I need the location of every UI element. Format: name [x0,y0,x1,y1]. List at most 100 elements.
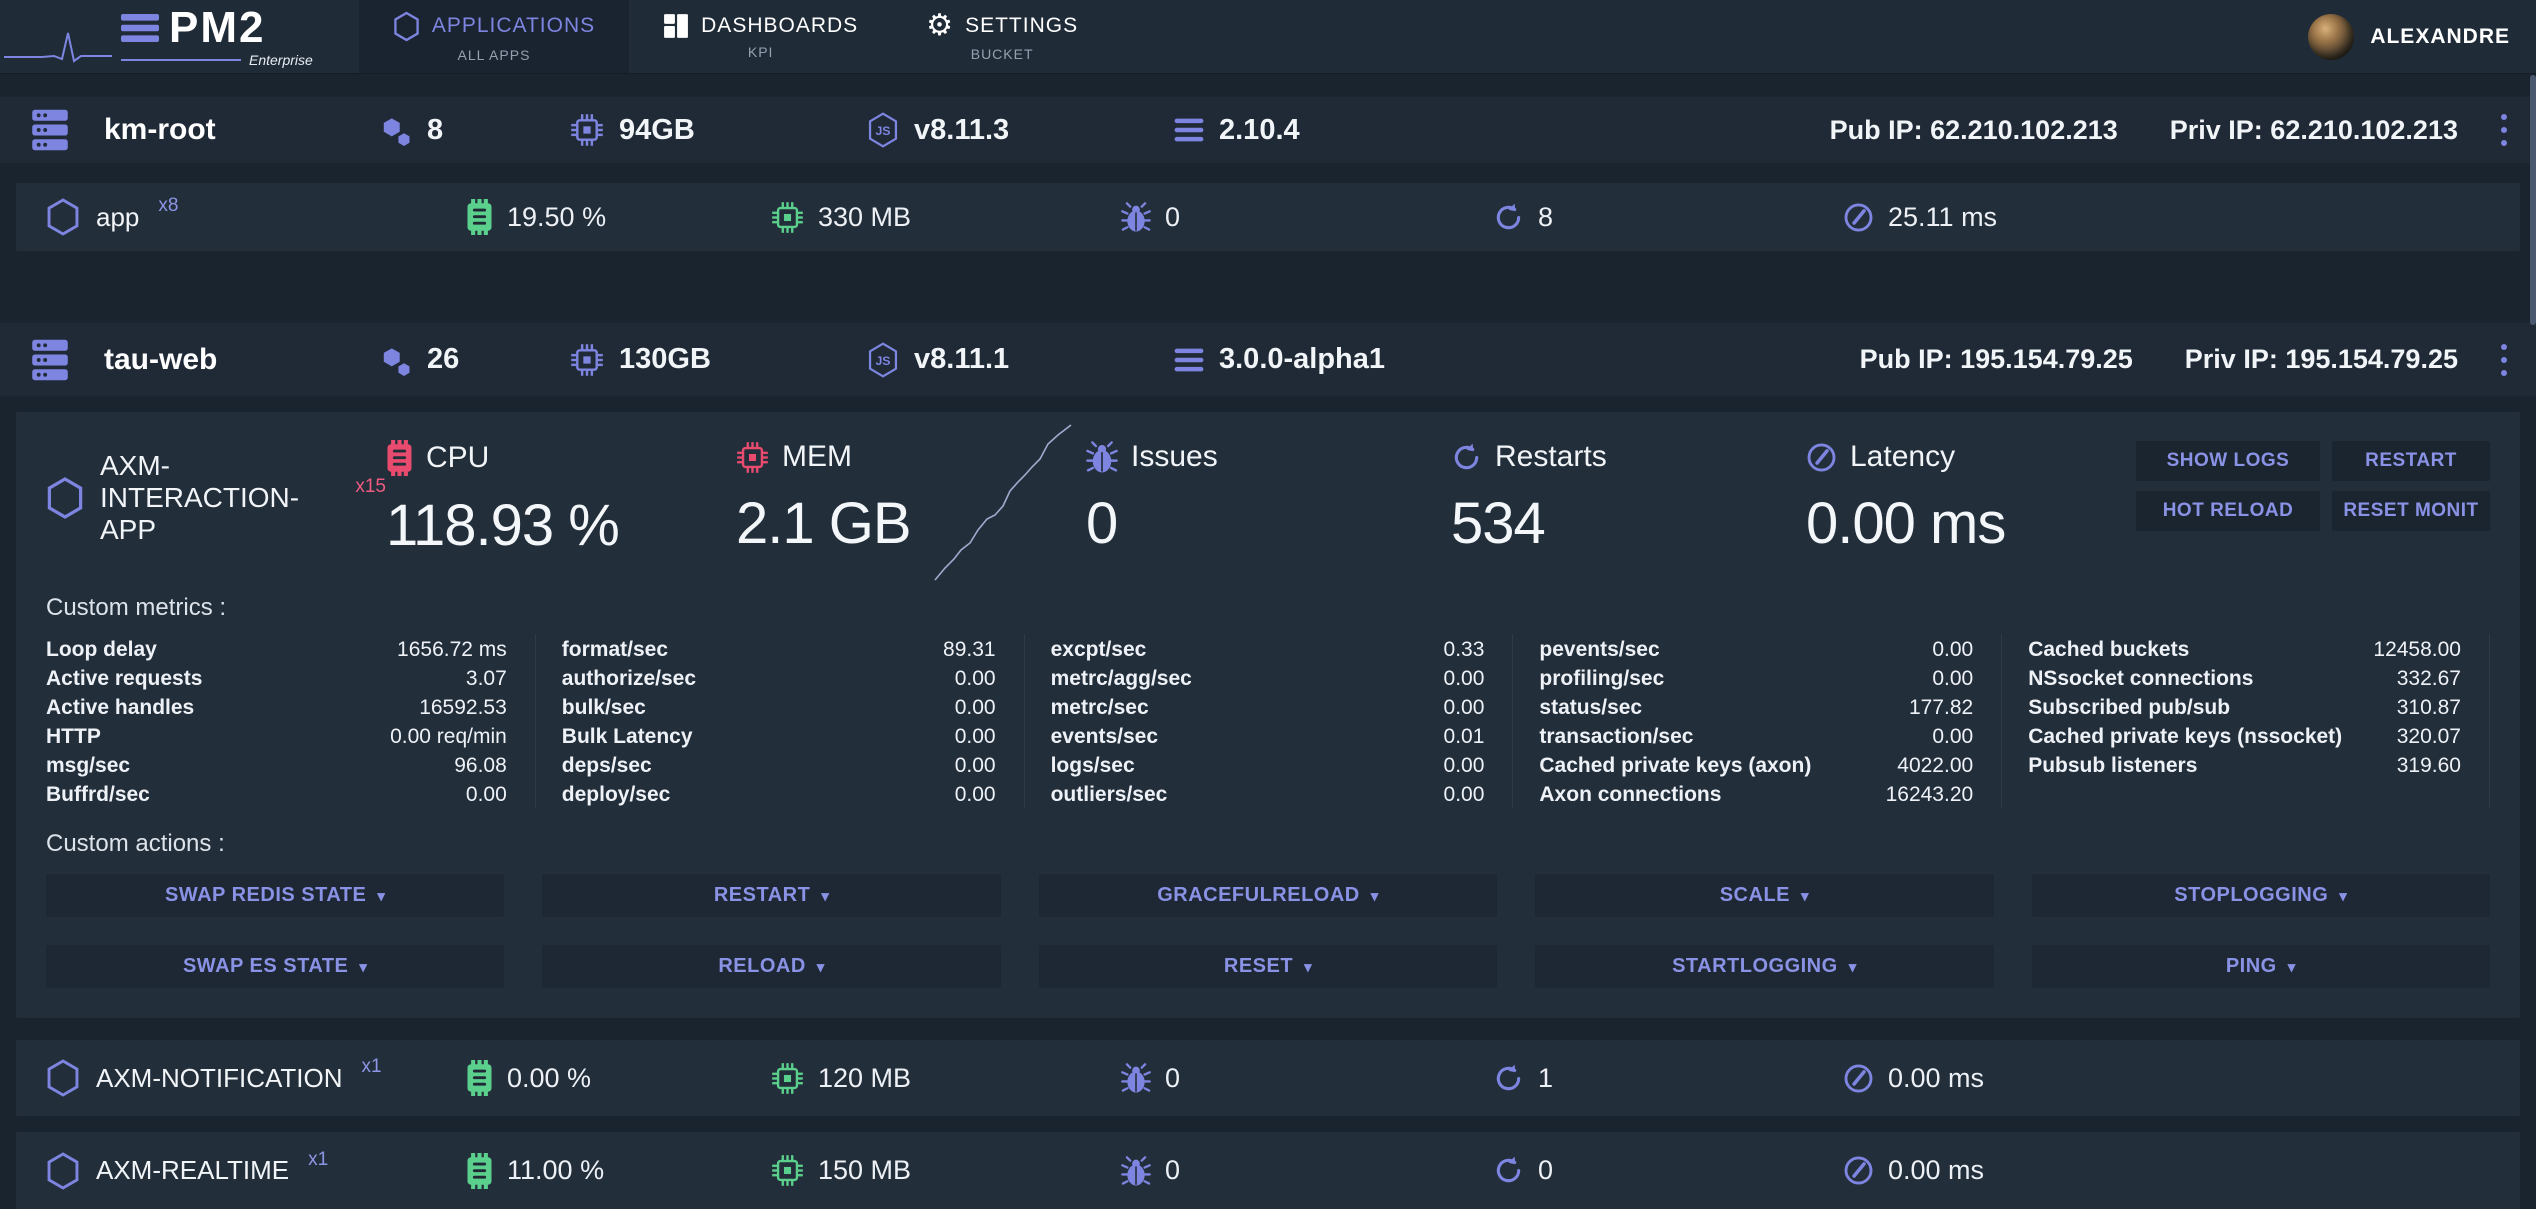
tab-settings[interactable]: ⚙ SETTINGS BUCKET [892,0,1112,73]
caret-down-icon: ▾ [1801,887,1810,905]
instance-count: x1 [361,1056,382,1077]
top-nav: PM2 Enterprise APPLICATIONS ALL APPS DAS… [0,0,2536,74]
kebab-menu-icon[interactable] [2500,343,2508,377]
app-cpu: 19.50 % [466,199,771,235]
restart-button[interactable]: RESTART [2332,441,2490,481]
show-logs-button[interactable]: SHOW LOGS [2136,441,2320,481]
cluster-icon [380,343,412,377]
custom-actions-title: Custom actions : [46,830,225,857]
metric-row: Subscribed pub/sub 310.87 [2028,696,2461,719]
tab-applications[interactable]: APPLICATIONS ALL APPS [358,0,630,73]
activity-sparkline [0,0,115,73]
app-row-app[interactable]: app x8 19.50 % 330 MB 0 8 25.11 ms [16,183,2520,251]
brand-name: PM2 [169,2,266,52]
tab-dashboards[interactable]: DASHBOARDS KPI [629,0,892,73]
caret-down-icon: ▾ [821,887,830,905]
cpu-chip-icon [386,440,413,476]
hexagon-outline-icon [46,476,84,520]
instance-count: x8 [158,195,179,216]
gauge-icon [1843,1155,1874,1186]
hexagon-outline-icon [46,1151,80,1191]
list-icon [1174,118,1204,142]
app-mem: 150 MB [771,1154,1121,1187]
metric-row: Buffrd/sec 0.00 [46,783,507,806]
app-mem: 120 MB [771,1062,1121,1095]
app-latency: 25.11 ms [1843,202,2520,233]
metric-row: Axon connections 16243.20 [1539,783,1974,806]
brand-logo[interactable]: PM2 Enterprise [115,0,359,73]
server-header-tau-web: tau-web 26 130GB JS v8.11.1 3.0.0-alpha1… [0,323,2536,396]
chip-icon [570,113,604,147]
metric-row: Cached private keys (axon) 4022.00 [1539,754,1974,777]
custom-metrics-grid: Loop delay 1656.72 ms Active requests 3.07… [46,634,2490,808]
server-memory: 94GB [570,113,867,147]
action-reset[interactable]: RESET ▾ [1038,945,1498,988]
latency-value: 0.00 ms [1806,491,2006,556]
action-scale[interactable]: SCALE ▾ [1535,874,1994,917]
caret-down-icon: ▾ [1848,958,1857,976]
app-issues: 0 [1121,1155,1493,1187]
server-header-km-root: km-root 8 94GB JS v8.11.3 2.10.4 Pub IP:… [0,97,2536,163]
app-cpu: 11.00 % [466,1152,771,1189]
server-pm2-version: 2.10.4 [1174,114,1300,147]
action-startlogging[interactable]: STARTLOGGING ▾ [1535,945,1994,988]
metric-row: transaction/sec 0.00 [1539,725,1974,748]
chip-icon [570,343,604,377]
stat-latency: Latency 0.00 ms [1806,412,2116,584]
action-gracefulreload[interactable]: GRACEFULRELOAD ▾ [1038,874,1498,917]
mem-chip-icon [771,1154,804,1187]
app-cpu: 0.00 % [466,1060,771,1096]
server-icon [30,339,104,381]
metric-row: status/sec 177.82 [1539,696,1974,719]
dashboard-grid-icon [663,13,689,39]
bug-icon [1121,1155,1151,1187]
pub-ip: Pub IP: 195.154.79.25 [1859,344,2133,374]
restart-icon [1451,442,1482,473]
stat-cpu: CPU 118.93 % [386,412,736,584]
metric-row: Cached buckets 12458.00 [2028,638,2461,661]
reset-monit-button[interactable]: RESET MONIT [2332,491,2490,531]
server-processes: 8 [380,113,570,147]
action-stoplogging[interactable]: STOPLOGGING ▾ [2031,874,2490,917]
svg-text:JS: JS [875,124,890,138]
tab-sublabel: KPI [747,44,774,60]
hexagon-outline-icon [46,1058,80,1098]
instance-count: x1 [308,1148,329,1170]
app-name: AXM-INTERACTION-APP [100,450,300,545]
cpu-chip-icon [466,1152,493,1189]
server-name: km-root [104,113,216,146]
server-icon [30,109,104,151]
custom-metrics-title: Custom metrics : [46,594,227,621]
app-row-axm-notification[interactable]: AXM-NOTIFICATION x1 0.00 % 120 MB 0 1 0.… [16,1040,2520,1116]
metric-row: pevents/sec 0.00 [1539,638,1974,661]
action-swap-redis-state[interactable]: SWAP REDIS STATE ▾ [46,874,505,917]
action-reload[interactable]: RELOAD ▾ [542,945,1001,988]
app-latency: 0.00 ms [1843,1063,2520,1094]
action-restart[interactable]: RESTART ▾ [542,874,1001,917]
brand-bars-icon [121,13,159,42]
scrollbar-thumb[interactable] [2530,75,2536,325]
caret-down-icon: ▾ [377,887,386,905]
mem-value: 2.1 GB [736,491,912,556]
app-name: app [96,201,140,232]
metric-row: Active requests 3.07 [46,667,507,690]
gear-icon: ⚙ [926,8,954,43]
user-menu[interactable]: ALEXANDRE [2308,0,2536,73]
tab-label: APPLICATIONS [431,14,596,37]
metric-row: NSsocket connections 332.67 [2028,667,2461,690]
issues-value: 0 [1086,491,1118,556]
app-row-axm-realtime[interactable]: AXM-REALTIME x1 11.00 % 150 MB 0 0 0.00 … [16,1132,2520,1209]
metric-row: deploy/sec 0.00 [561,783,996,806]
action-ping[interactable]: PING ▾ [2031,945,2490,988]
app-restarts: 0 [1493,1155,1843,1186]
action-swap-es-state[interactable]: SWAP ES STATE ▾ [46,945,505,988]
kebab-menu-icon[interactable] [2500,113,2508,147]
hot-reload-button[interactable]: HOT RELOAD [2136,491,2320,531]
metric-row: authorize/sec 0.00 [561,667,996,690]
metric-row: Pubsub listeners 319.60 [2028,754,2461,777]
metric-row: outliers/sec 0.00 [1050,783,1485,806]
metric-row: Cached private keys (nssocket) 320.07 [2028,725,2461,748]
metric-row: metrc/sec 0.00 [1050,696,1485,719]
app-issues: 0 [1121,201,1493,233]
hexagon-icon [393,11,420,42]
